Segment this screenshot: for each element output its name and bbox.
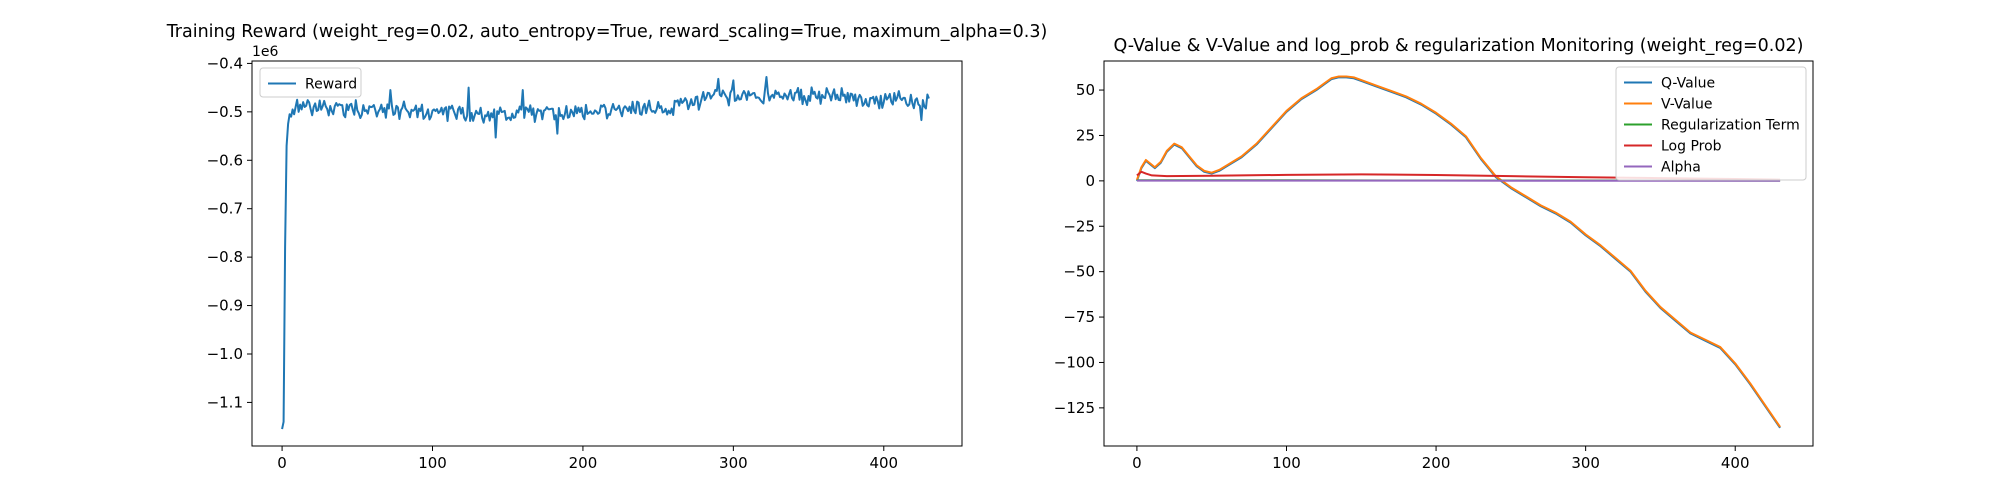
y-tick-label: 50	[1076, 81, 1095, 99]
x-tick-label: 300	[719, 454, 748, 472]
x-tick-label: 100	[418, 454, 447, 472]
legend-label-reward: Reward	[305, 77, 357, 93]
y-tick-label: −0.8	[207, 248, 243, 266]
y-tick-label: −0.9	[207, 297, 243, 315]
legend-label-log-prob: Log Prob	[1661, 139, 1722, 155]
y-tick-label: 25	[1076, 126, 1095, 144]
x-tick-label: 0	[1132, 454, 1142, 472]
y-tick-label: −0.7	[207, 200, 243, 218]
reward-chart-y-offset: 1e6	[252, 44, 279, 60]
y-tick-label: −0.6	[207, 151, 243, 169]
x-tick-label: 200	[569, 454, 598, 472]
y-tick-label: −100	[1054, 353, 1095, 371]
legend-label-regularization-term: Regularization Term	[1661, 118, 1800, 134]
value-monitoring-chart-legend: Q-Value V-Value Regularization Term Log Pro…	[1616, 67, 1806, 180]
reward-chart-title: Training Reward (weight_reg=0.02, auto_e…	[166, 22, 1048, 42]
y-tick-label: −25	[1063, 217, 1095, 235]
legend-label-alpha: Alpha	[1661, 160, 1701, 176]
x-tick-label: 0	[277, 454, 287, 472]
reward-chart-legend: Reward	[260, 68, 361, 97]
value-monitoring-chart-title: Q-Value & V-Value and log_prob & regular…	[1114, 36, 1804, 56]
y-tick-label: −1.1	[207, 393, 243, 411]
y-tick-label: −75	[1063, 308, 1095, 326]
x-tick-label: 200	[1422, 454, 1451, 472]
y-tick-label: −0.4	[207, 54, 243, 72]
y-tick-label: −50	[1063, 263, 1095, 281]
x-tick-label: 100	[1272, 454, 1301, 472]
y-tick-label: −0.5	[207, 103, 243, 121]
y-tick-label: 0	[1085, 172, 1095, 190]
x-tick-label: 300	[1571, 454, 1600, 472]
x-tick-label: 400	[1721, 454, 1750, 472]
x-tick-label: 400	[869, 454, 898, 472]
legend-label-q-value: Q-Value	[1661, 76, 1715, 92]
legend-label-v-value: V-Value	[1661, 97, 1712, 113]
y-tick-label: −1.0	[207, 345, 243, 363]
y-tick-label: −125	[1054, 399, 1095, 417]
